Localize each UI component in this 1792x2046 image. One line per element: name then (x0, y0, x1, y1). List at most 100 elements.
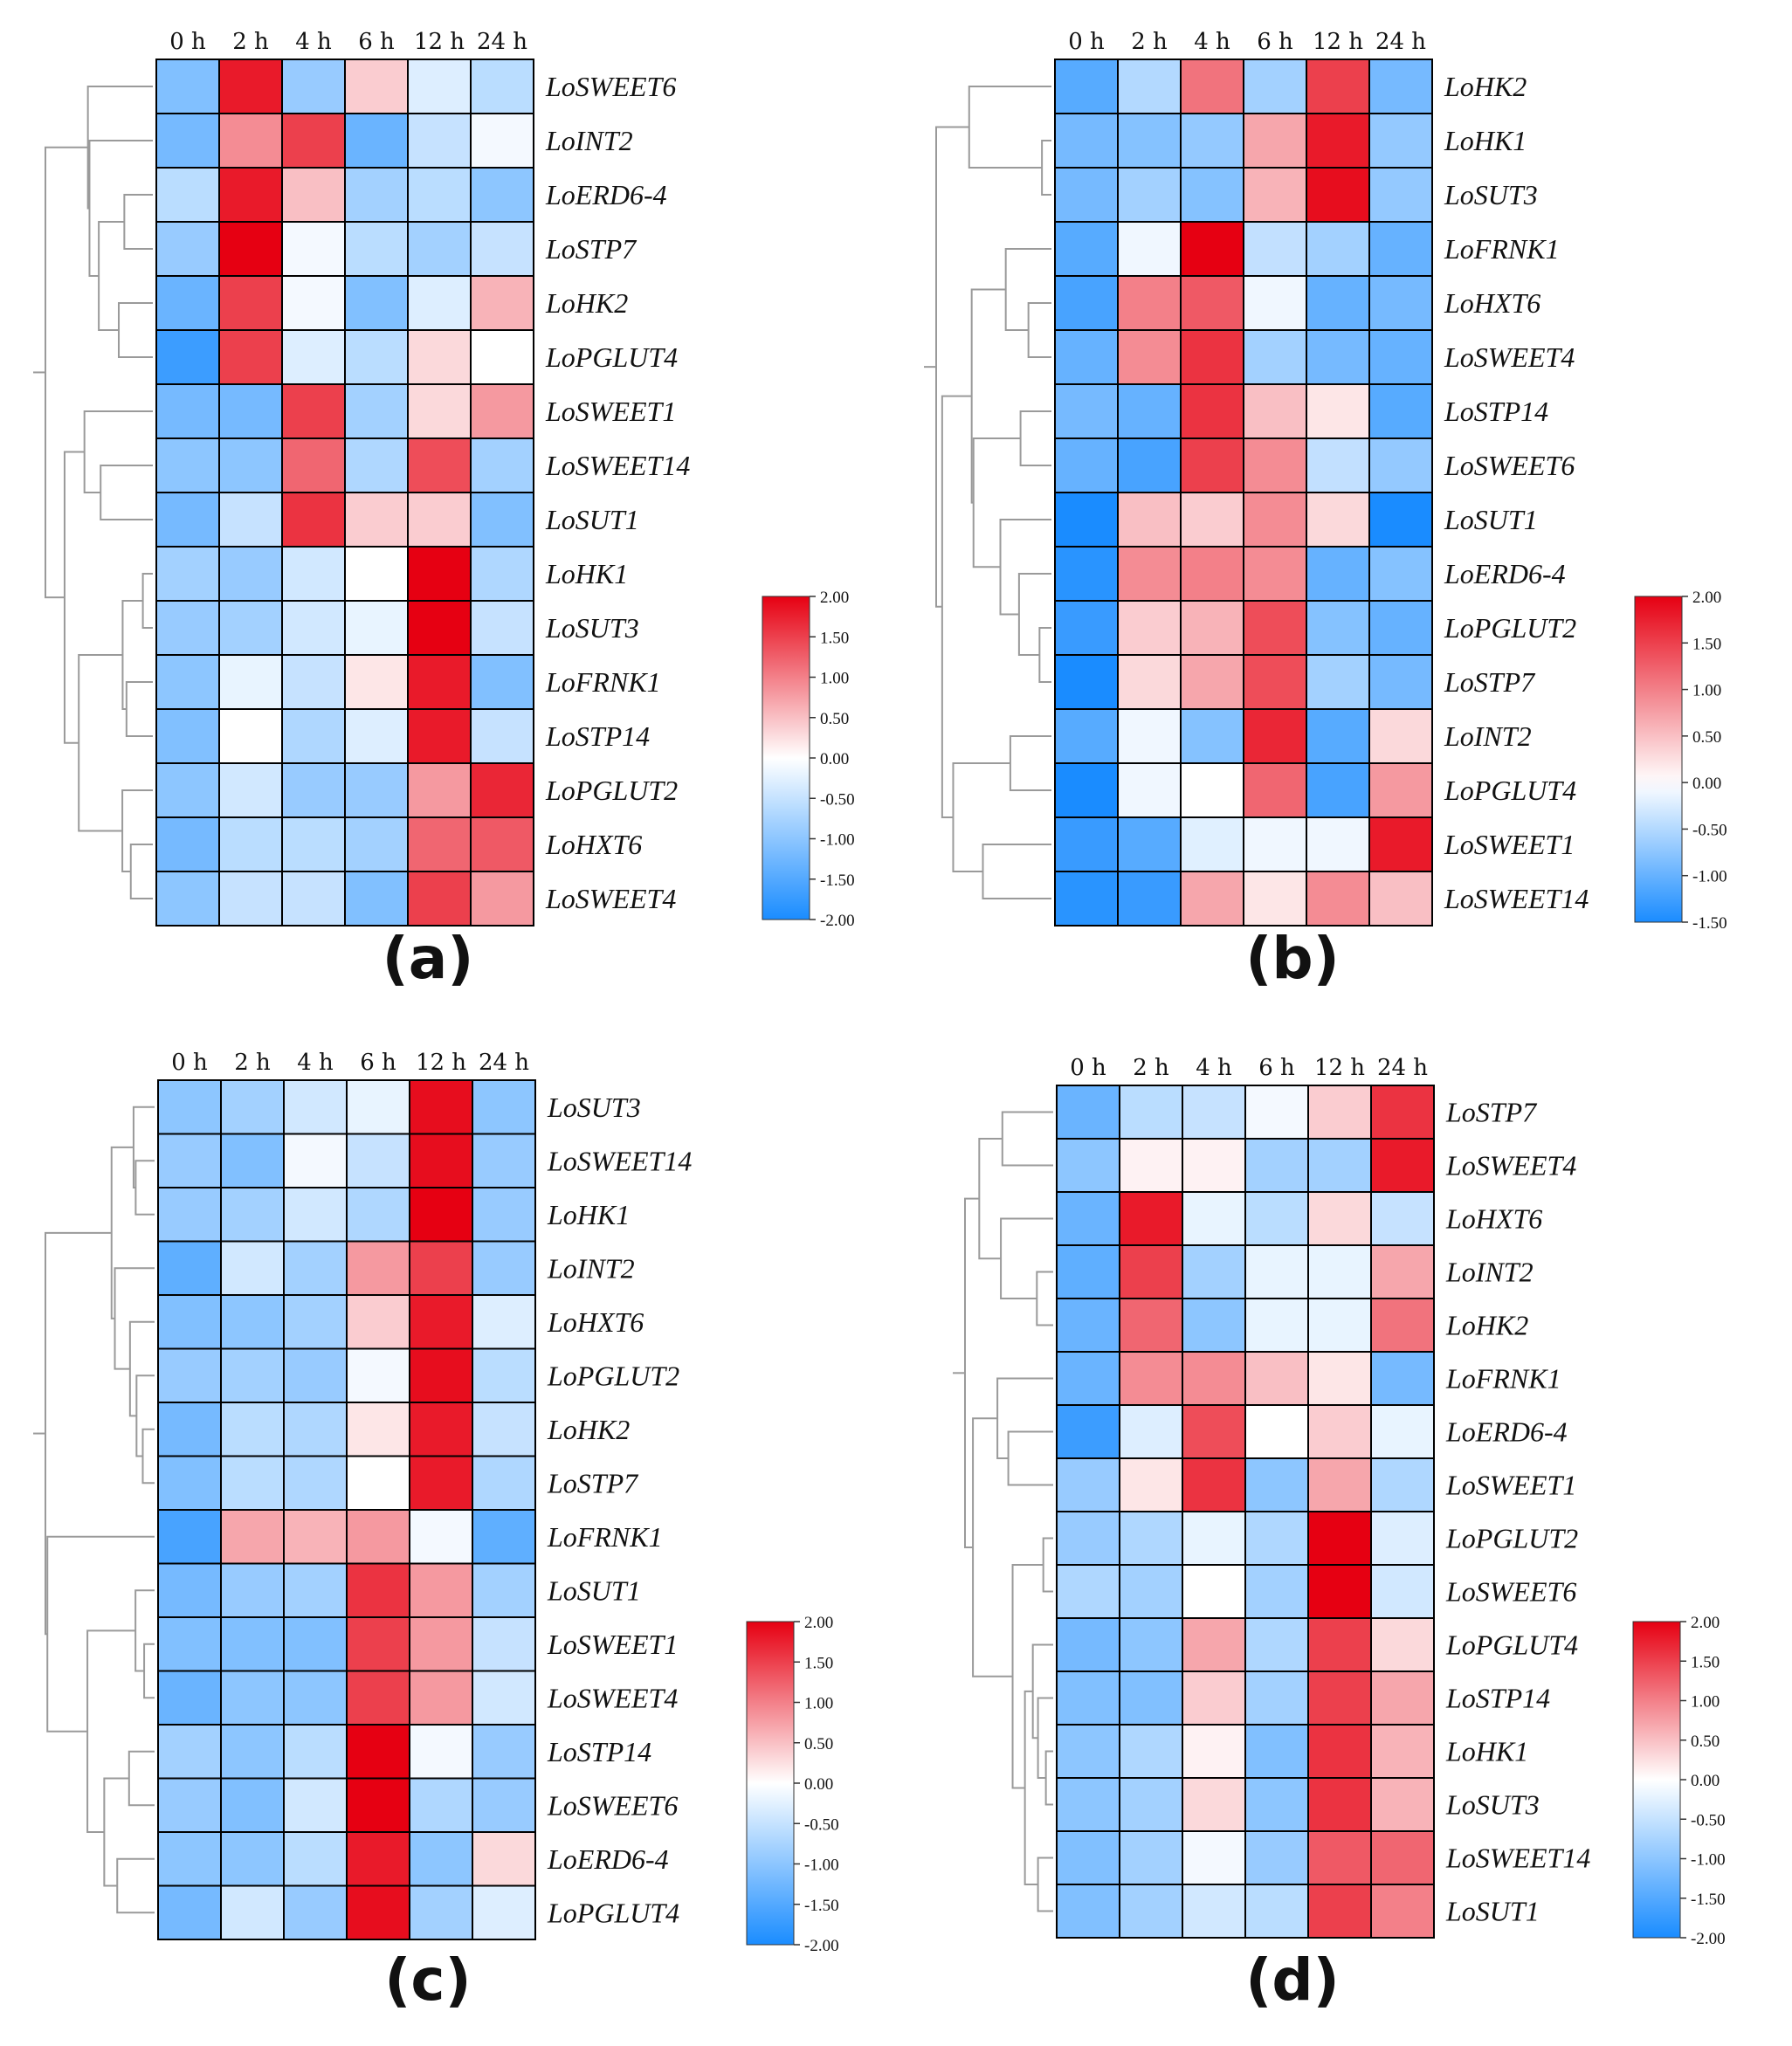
panel-d-cell-losweet14-0-h (1056, 1830, 1120, 1885)
panel-a-dendrogram-branch (123, 194, 153, 250)
panel-d-cell-loint2-4-h (1182, 1244, 1246, 1299)
panel-b-cell-losweet4-24-h (1368, 329, 1433, 385)
panel-b-cell-lohk2-0-h (1054, 59, 1119, 114)
panel-b-dendrogram-branch (972, 437, 1021, 568)
panel-c-cell-loint2-4-h (283, 1240, 348, 1296)
panel-a-cell-losweet4-6-h (344, 871, 409, 927)
panel-a-cell-losweet6-6-h (344, 59, 409, 114)
panel-c-cell-losweet6-12-h (409, 1777, 473, 1833)
panel-a-row-label: LoSWEET1 (545, 396, 676, 427)
panel-b-cell-losweet14-12-h (1306, 871, 1370, 927)
panel-b-cell-losut3-6-h (1243, 167, 1307, 223)
panel-d-cell-lohk2-12-h (1307, 1298, 1372, 1353)
panel-a-cell-lohk1-24-h (470, 546, 534, 602)
panel-b: 0 h 2 h 4 h 6 h 12 h 24 h LoHK2 LoHK1 LoSUT3 LoFR… (924, 29, 1727, 992)
panel-d-dendrogram-branch (996, 1377, 1053, 1459)
panel-c-cell-lostp7-4-h (283, 1455, 348, 1511)
panel-c-cell-losweet1-2-h (220, 1616, 285, 1672)
panel-b-cell-lostp7-2-h (1117, 654, 1182, 710)
panel-a-cell-loerd6-4-0-h (155, 167, 220, 223)
panel-b-colorbar-tick-label: 1.50 (1692, 635, 1721, 653)
panel-b-cell-lohk2-12-h (1306, 59, 1370, 114)
panel-c-row-label: LoSWEET14 (547, 1145, 692, 1176)
panel-c-cell-lofrnk1-6-h (346, 1509, 410, 1565)
panel-c-colorbar-tick-label: 1.50 (804, 1654, 833, 1672)
panel-c-row-label: LoERD6-4 (547, 1843, 669, 1875)
panel-c-cell-losweet4-12-h (409, 1670, 473, 1726)
panel-b-cell-losweet4-0-h (1054, 329, 1119, 385)
panel-b-cell-losweet6-4-h (1180, 437, 1244, 493)
panel-a-cell-lopglut2-24-h (470, 762, 534, 818)
panel-b-cell-losut1-2-h (1117, 492, 1182, 548)
panel-d-dendrogram-branch (1000, 1217, 1053, 1299)
panel-b-cell-losweet6-0-h (1054, 437, 1119, 493)
panel-d-row-label: LoSUT3 (1445, 1789, 1540, 1821)
panel-a-cell-loint2-6-h (344, 113, 409, 169)
panel-a-cell-losut3-0-h (155, 600, 220, 656)
panel-c-cell-loint2-24-h (472, 1240, 536, 1296)
panel-c-cell-losweet4-0-h (157, 1670, 222, 1726)
panel-a-dendrogram-branch (100, 465, 153, 520)
panel-d-cell-losweet14-24-h (1370, 1830, 1435, 1885)
panel-a-cell-losweet4-2-h (218, 871, 283, 927)
panel-a-cell-losweet6-2-h (218, 59, 283, 114)
panel-c-row-label: LoPGLUT2 (547, 1360, 679, 1391)
panel-d-cell-losut1-24-h (1370, 1884, 1435, 1939)
panel-c-cell-losweet14-24-h (472, 1133, 536, 1188)
panel-b-cell-losweet1-0-h (1054, 816, 1119, 872)
panel-b-dendrogram-branch (1019, 410, 1051, 466)
panel-a-row-label: LoHK1 (545, 558, 628, 589)
panel-d-cell-loerd6-4-24-h (1370, 1404, 1435, 1459)
panel-a-col-label: 0 h (169, 29, 206, 55)
panel-b-dendrogram-branch (1038, 627, 1051, 683)
panel-d-cell-losweet4-12-h (1307, 1138, 1372, 1193)
panel-b-cell-lopglut4-2-h (1117, 762, 1182, 818)
panel-c-cell-lohk1-2-h (220, 1187, 285, 1243)
panel-a-dendrogram-branch (125, 681, 153, 737)
panel-a-colorbar-tick-label: -1.00 (820, 831, 855, 850)
panel-b-row-label: LoSUT3 (1444, 179, 1538, 210)
panel-c-cell-lohk2-0-h (157, 1402, 222, 1457)
panel-c-cell-losweet14-4-h (283, 1133, 348, 1188)
panel-a-dendrogram-branch (129, 844, 153, 899)
panel-c-dendrogram-branch (128, 1320, 155, 1417)
panel-b-cell-lofrnk1-4-h (1180, 221, 1244, 277)
panel-d-cell-lofrnk1-6-h (1244, 1351, 1309, 1406)
panel-c-cell-lohk1-12-h (409, 1187, 473, 1243)
panel-a-col-label: 24 h (477, 29, 527, 55)
panel-d-row-label: LoSTP14 (1445, 1683, 1550, 1714)
panel-c-colorbar-tick-label: -2.00 (804, 1937, 839, 1955)
panel-c-col-label: 2 h (234, 1050, 271, 1076)
panel-c-cell-losut3-0-h (157, 1079, 222, 1135)
panel-a-cell-lopglut4-24-h (470, 329, 534, 385)
panel-c-col-label: 0 h (171, 1050, 208, 1076)
panel-a-colorbar-tick-label: 0.00 (820, 750, 849, 768)
panel-b-colorbar-tick-label: -0.50 (1692, 821, 1727, 839)
panel-d-cell-lostp7-12-h (1307, 1085, 1372, 1140)
panel-b-row-label: LoFRNK1 (1444, 233, 1560, 265)
panel-a-cell-loint2-0-h (155, 113, 220, 169)
panel-a-cell-lopglut2-4-h (281, 762, 346, 818)
panel-a-cell-lostp14-6-h (344, 708, 409, 764)
panel-b-cell-lohk1-12-h (1306, 113, 1370, 169)
panel-a-cell-lostp7-0-h (155, 221, 220, 277)
panel-c-cell-lostp14-4-h (283, 1724, 348, 1780)
panel-d-cell-lostp14-12-h (1307, 1671, 1372, 1726)
panel-d: 0 h 2 h 4 h 6 h 12 h 24 h LoSTP7 LoSWEET4 LoHXT6… (953, 1055, 1726, 2014)
panel-a-cell-lostp14-2-h (218, 708, 283, 764)
panel-a-cell-lostp7-6-h (344, 221, 409, 277)
panel-d-cell-lostp14-6-h (1244, 1671, 1309, 1726)
panel-c-cell-losweet6-6-h (346, 1777, 410, 1833)
panel-c-cell-losweet14-6-h (346, 1133, 410, 1188)
panel-a-row-label: LoPGLUT2 (545, 775, 678, 806)
panel-d-row-label: LoHK1 (1445, 1736, 1528, 1767)
panel-d-cell-lofrnk1-24-h (1370, 1351, 1435, 1406)
panel-b-row-label: LoSWEET1 (1444, 829, 1575, 860)
panel-c-cell-lostp7-12-h (409, 1455, 473, 1511)
panel-d-cell-losweet14-4-h (1182, 1830, 1246, 1885)
panel-d-row-label: LoFRNK1 (1445, 1363, 1561, 1395)
panel-d-row-label: LoHXT6 (1445, 1203, 1542, 1235)
panel-d-dendrogram-branch (1037, 1857, 1053, 1912)
panel-c-cell-loint2-6-h (346, 1240, 410, 1296)
panel-c-cell-lopglut4-2-h (220, 1884, 285, 1940)
